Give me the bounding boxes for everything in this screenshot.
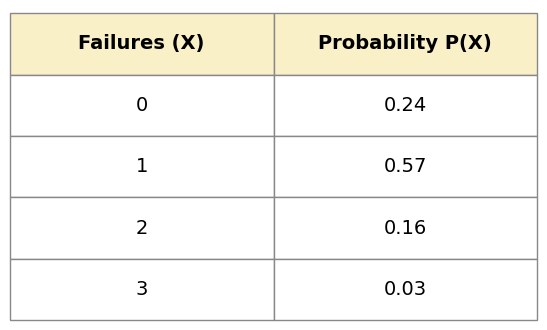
Text: Failures (X): Failures (X) (78, 34, 205, 53)
Text: 0.57: 0.57 (383, 157, 427, 176)
Text: 0.24: 0.24 (383, 96, 427, 115)
Bar (274, 259, 537, 320)
Bar (10, 197, 274, 259)
Text: 2: 2 (136, 218, 148, 238)
Text: 1: 1 (136, 157, 148, 176)
Text: 3: 3 (136, 280, 148, 299)
Bar (10, 259, 274, 320)
Bar (274, 13, 537, 75)
Bar (274, 197, 537, 259)
Bar (274, 136, 537, 197)
Text: Probability P(X): Probability P(X) (318, 34, 492, 53)
Text: 0: 0 (136, 96, 148, 115)
Text: 0.03: 0.03 (384, 280, 427, 299)
Bar (274, 75, 537, 136)
Bar (10, 75, 274, 136)
Bar (10, 13, 274, 75)
Text: 0.16: 0.16 (383, 218, 427, 238)
Bar (10, 136, 274, 197)
